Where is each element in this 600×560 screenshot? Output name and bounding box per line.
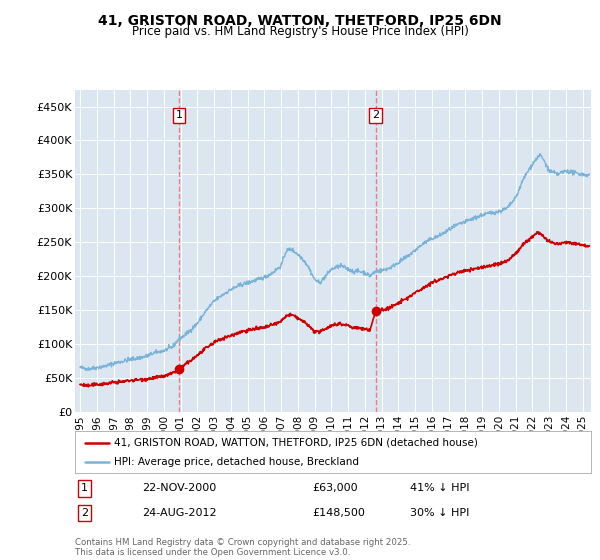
- Text: 41, GRISTON ROAD, WATTON, THETFORD, IP25 6DN (detached house): 41, GRISTON ROAD, WATTON, THETFORD, IP25…: [114, 437, 478, 447]
- Text: 24-AUG-2012: 24-AUG-2012: [142, 508, 217, 518]
- Text: HPI: Average price, detached house, Breckland: HPI: Average price, detached house, Brec…: [114, 457, 359, 467]
- Text: Price paid vs. HM Land Registry's House Price Index (HPI): Price paid vs. HM Land Registry's House …: [131, 25, 469, 38]
- Text: 41% ↓ HPI: 41% ↓ HPI: [410, 483, 470, 493]
- Text: 1: 1: [81, 483, 88, 493]
- Text: £148,500: £148,500: [313, 508, 365, 518]
- Text: 22-NOV-2000: 22-NOV-2000: [142, 483, 217, 493]
- Text: 2: 2: [81, 508, 88, 518]
- Text: 30% ↓ HPI: 30% ↓ HPI: [410, 508, 470, 518]
- Text: 2: 2: [372, 110, 379, 120]
- Text: Contains HM Land Registry data © Crown copyright and database right 2025.
This d: Contains HM Land Registry data © Crown c…: [75, 538, 410, 557]
- Text: 1: 1: [175, 110, 182, 120]
- Text: 41, GRISTON ROAD, WATTON, THETFORD, IP25 6DN: 41, GRISTON ROAD, WATTON, THETFORD, IP25…: [98, 14, 502, 28]
- Text: £63,000: £63,000: [313, 483, 358, 493]
